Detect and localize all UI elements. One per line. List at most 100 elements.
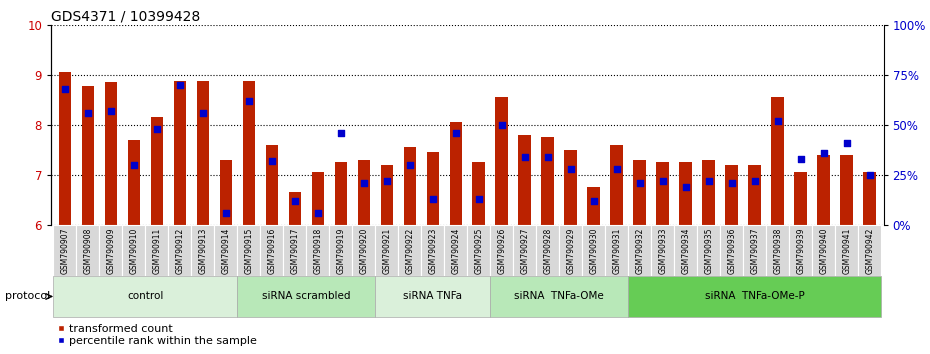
Text: GSM790910: GSM790910 [129,227,139,274]
Bar [335,162,347,225]
Point [287,198,302,204]
Bar [82,86,94,225]
Bar [657,162,669,225]
Text: GSM790908: GSM790908 [84,227,92,274]
Text: siRNA TNFa: siRNA TNFa [404,291,462,302]
Bar [702,160,715,225]
Bar [743,225,766,276]
Point [472,196,486,202]
Point [334,130,349,136]
Text: control: control [127,291,164,302]
Point [678,184,693,190]
Bar [288,192,301,225]
Bar [537,225,559,276]
Bar [243,81,255,225]
Bar [357,160,370,225]
Text: GSM790930: GSM790930 [590,227,598,274]
Bar [127,140,140,225]
Bar [53,225,76,276]
Bar [605,225,629,276]
Text: GSM790916: GSM790916 [268,227,276,274]
Bar [490,225,513,276]
Text: GSM790932: GSM790932 [635,227,644,274]
Bar [720,225,743,276]
Point [701,178,716,184]
Point [126,162,141,168]
Bar [629,225,651,276]
Bar [104,82,117,225]
Bar [306,225,329,276]
Legend: transformed count, percentile rank within the sample: transformed count, percentile rank withi… [57,324,257,346]
Bar [215,225,237,276]
Point [81,110,96,116]
Point [403,162,418,168]
Point [219,210,233,216]
Bar [284,225,306,276]
Text: GSM790922: GSM790922 [405,227,415,274]
Bar [421,225,445,276]
Text: protocol: protocol [5,291,50,302]
Bar [237,276,376,317]
Bar [749,165,761,225]
Point [311,210,325,216]
Point [495,122,510,128]
Text: GSM790938: GSM790938 [773,227,782,274]
Text: GSM790933: GSM790933 [658,227,667,274]
Bar [468,225,490,276]
Text: GSM790936: GSM790936 [727,227,737,274]
Text: GSM790926: GSM790926 [498,227,506,274]
Text: GSM790918: GSM790918 [313,227,323,274]
Point [540,154,555,160]
Bar [237,225,260,276]
Text: GSM790937: GSM790937 [751,227,759,274]
Point [425,196,440,202]
Bar [404,147,416,225]
Bar [260,225,284,276]
Text: GSM790925: GSM790925 [474,227,484,274]
Bar [565,150,578,225]
Point [793,156,808,162]
Text: GSM790913: GSM790913 [198,227,207,274]
Bar [168,225,192,276]
Bar [513,225,537,276]
Bar [266,145,278,225]
Bar [123,225,145,276]
Bar [472,162,485,225]
Point [448,130,463,136]
Text: GSM790939: GSM790939 [796,227,805,274]
Bar [771,97,784,225]
Bar [588,187,600,225]
Text: GSM790919: GSM790919 [337,227,345,274]
Text: GSM790923: GSM790923 [429,227,437,274]
Point [564,166,578,172]
Bar [174,81,186,225]
Text: GSM790931: GSM790931 [612,227,621,274]
Bar [219,160,232,225]
Bar [196,81,209,225]
Text: siRNA  TNFa-OMe-P: siRNA TNFa-OMe-P [705,291,804,302]
Bar [841,155,853,225]
Bar [610,145,623,225]
Point [58,86,73,92]
Bar [559,225,582,276]
Bar [496,97,508,225]
Bar [629,276,882,317]
Bar [766,225,790,276]
Bar [76,225,100,276]
Bar [53,276,237,317]
Point [656,178,671,184]
Text: GSM790940: GSM790940 [819,227,829,274]
Bar [725,165,738,225]
Bar [59,72,72,225]
Bar [380,165,393,225]
Point [242,98,257,104]
Point [862,172,877,178]
Text: siRNA scrambled: siRNA scrambled [262,291,351,302]
Text: GSM790942: GSM790942 [865,227,874,274]
Text: GSM790915: GSM790915 [245,227,253,274]
Bar [541,137,554,225]
Bar [145,225,168,276]
Point [586,198,601,204]
Bar [858,225,882,276]
Bar [445,225,468,276]
